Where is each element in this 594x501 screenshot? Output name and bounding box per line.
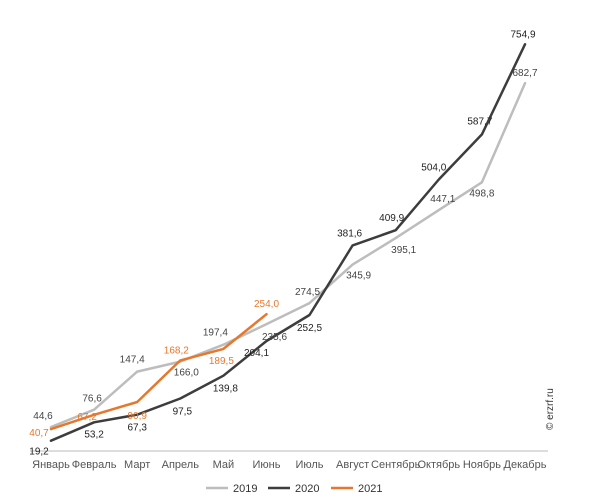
x-tick-label: Октябрь bbox=[417, 459, 460, 471]
vertical-grid bbox=[50, 200, 526, 451]
x-tick-label: Июнь bbox=[253, 459, 281, 471]
x-tick-label: Январь bbox=[32, 459, 70, 471]
data-label-2019: 197,4 bbox=[203, 328, 228, 339]
x-tick-label: Май bbox=[213, 459, 235, 471]
data-label-2020: 204,1 bbox=[244, 348, 269, 359]
series-line-2021 bbox=[49, 312, 268, 431]
data-label-2020: 754,9 bbox=[510, 29, 535, 40]
x-tick-label: Декабрь bbox=[504, 459, 547, 471]
x-tick-label: Сентябрь bbox=[371, 459, 421, 471]
x-tick-label: Август bbox=[336, 459, 369, 471]
x-tick-label: Март bbox=[124, 459, 150, 471]
watermark-text: © erzrf.ru bbox=[545, 388, 556, 430]
data-label-2020: 53,2 bbox=[84, 429, 104, 440]
x-tick-label: Ноябрь bbox=[463, 459, 501, 471]
data-label-2019: 447,1 bbox=[430, 194, 455, 205]
data-labels: 44,6 76,6 147,4 166,0 197,4 235,6 274,5 345,9 39… bbox=[29, 29, 538, 457]
data-label-2021: 67,2 bbox=[77, 412, 97, 423]
data-label-2019: 44,6 bbox=[33, 411, 53, 422]
series-line-2020 bbox=[49, 43, 527, 442]
data-label-2020: 97,5 bbox=[173, 407, 193, 418]
data-label-2021: 254,0 bbox=[254, 299, 279, 310]
data-label-2019: 274,5 bbox=[295, 287, 320, 298]
data-label-2020: 409,9 bbox=[379, 213, 404, 224]
data-label-2019: 682,7 bbox=[512, 68, 537, 79]
series-group bbox=[49, 43, 527, 442]
x-tick-labels: Январь Февраль Март Апрель Май Июнь Июль Август… bbox=[32, 459, 547, 471]
data-label-2020: 67,3 bbox=[127, 423, 147, 434]
data-label-2020: 504,0 bbox=[421, 163, 446, 174]
data-label-2019: 395,1 bbox=[391, 245, 416, 256]
data-label-2019: 498,8 bbox=[469, 188, 494, 199]
data-label-2020: 381,6 bbox=[337, 228, 362, 239]
legend-label-2021: 2021 bbox=[358, 483, 382, 495]
x-tick-label: Февраль bbox=[72, 459, 117, 471]
data-label-2021: 189,5 bbox=[209, 356, 234, 367]
data-label-2020: 19,2 bbox=[29, 447, 49, 458]
data-label-2021: 90,9 bbox=[127, 411, 147, 422]
data-label-2021: 168,2 bbox=[164, 345, 189, 356]
data-label-2019: 76,6 bbox=[82, 394, 102, 405]
data-label-2019: 235,6 bbox=[262, 332, 287, 343]
data-label-2021: 40,7 bbox=[29, 428, 49, 439]
data-label-2020: 139,8 bbox=[213, 384, 238, 395]
data-label-2020: 587,7 bbox=[467, 116, 492, 127]
series-line-2019 bbox=[49, 81, 527, 429]
legend-label-2019: 2019 bbox=[233, 483, 257, 495]
x-tick-label: Июль bbox=[295, 459, 323, 471]
data-label-2019: 166,0 bbox=[174, 368, 199, 379]
data-label-2019: 147,4 bbox=[120, 355, 145, 366]
data-label-2019: 345,9 bbox=[346, 271, 371, 282]
data-label-2020: 252,5 bbox=[297, 323, 322, 334]
legend: 2019 2020 2021 bbox=[206, 483, 382, 495]
legend-label-2020: 2020 bbox=[295, 483, 319, 495]
x-tick-label: Апрель bbox=[162, 459, 200, 471]
